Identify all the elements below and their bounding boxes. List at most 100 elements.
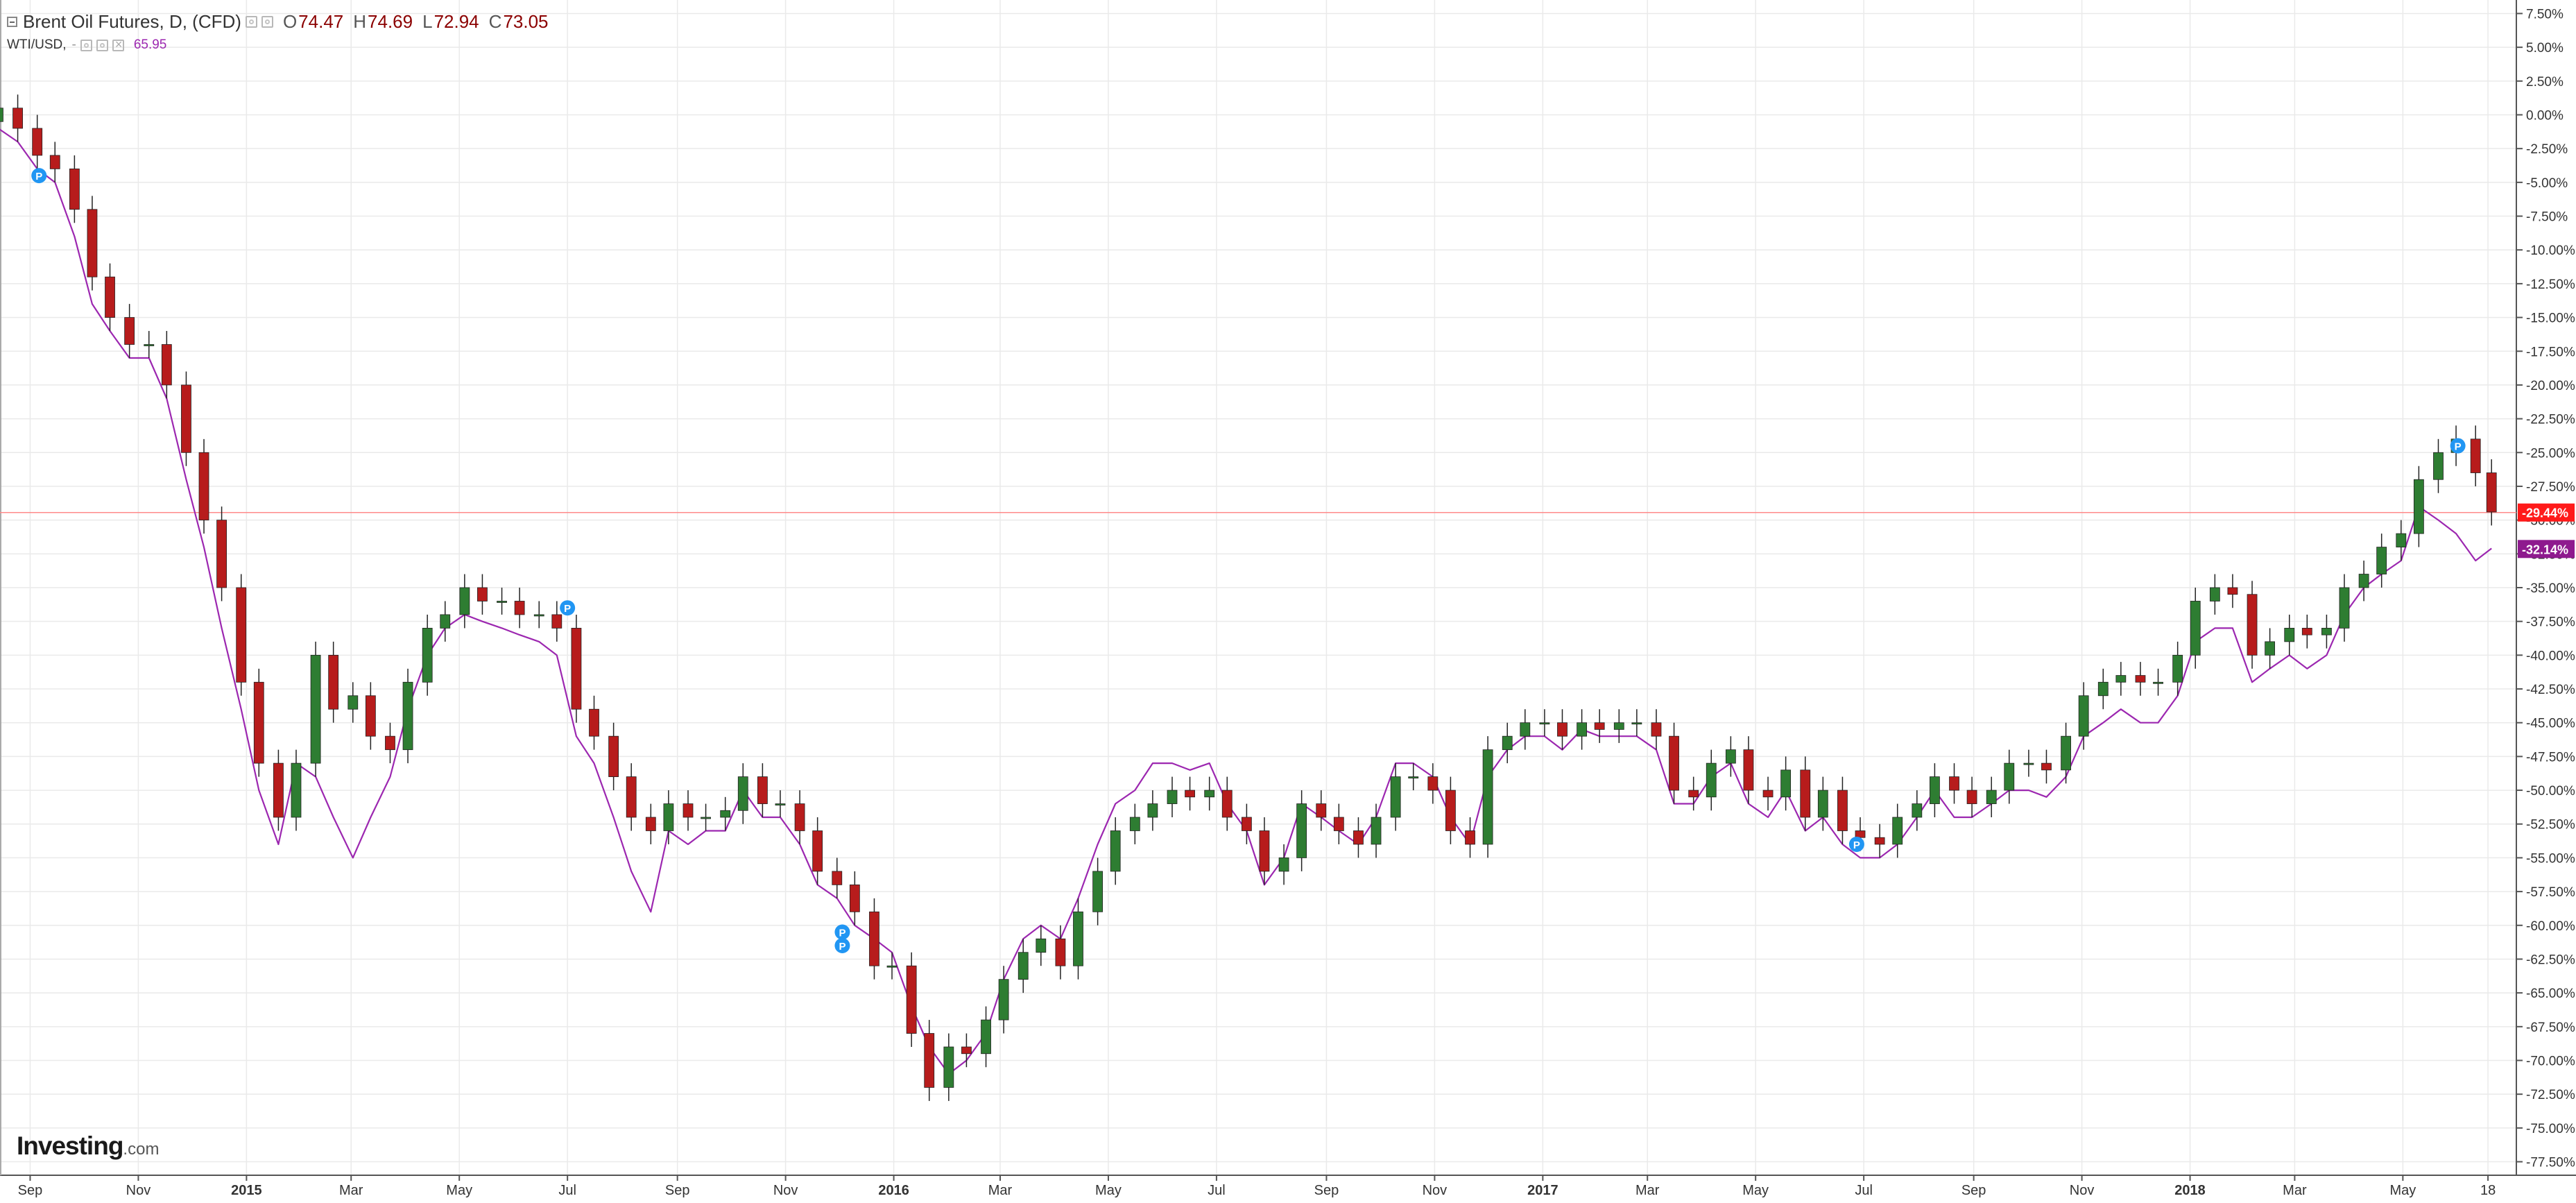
y-tick-label: -45.00% xyxy=(2526,717,2575,731)
candle-down xyxy=(477,587,488,602)
candle-down xyxy=(161,344,172,386)
candle-up xyxy=(2115,675,2127,683)
candle-down xyxy=(589,708,599,737)
y-tick-label: -37.50% xyxy=(2526,615,2575,630)
y-tick-label: -47.50% xyxy=(2526,750,2575,765)
brent-last-badge-label: -29.44% xyxy=(2522,506,2568,520)
p-marker-label: P xyxy=(564,603,571,615)
candle-down xyxy=(273,762,284,818)
candle-up xyxy=(737,776,748,811)
candle-down xyxy=(1427,776,1439,791)
x-tick-label: Sep xyxy=(18,1183,43,1198)
candle-up xyxy=(422,628,433,683)
x-tick-label: Nov xyxy=(1423,1183,1448,1198)
candle-down xyxy=(608,735,619,777)
candle-down xyxy=(2247,594,2258,656)
candle-up xyxy=(998,979,1009,1021)
y-tick-label: 2.50% xyxy=(2526,75,2564,89)
symbol-title: Brent Oil Futures, D, (CFD) xyxy=(23,10,241,32)
y-tick-label: -60.00% xyxy=(2526,919,2575,934)
p-marker-label: P xyxy=(2455,441,2462,453)
settings-icon[interactable] xyxy=(245,15,257,28)
chart-legend: Brent Oil Futures, D, (CFD) O 74.47 H 74.6… xyxy=(7,10,549,56)
y-tick-label: -20.00% xyxy=(2526,379,2575,393)
candle-down xyxy=(1688,790,1699,798)
p-marker-icon xyxy=(834,937,850,953)
candle-down xyxy=(794,803,805,831)
x-tick-label: Mar xyxy=(1635,1183,1660,1198)
candle-down xyxy=(961,1046,972,1055)
p-marker-label: P xyxy=(839,941,845,953)
candle-up xyxy=(775,803,786,805)
candle-up xyxy=(1577,722,1588,737)
candle-up xyxy=(2190,601,2201,656)
y-tick-label: -25.00% xyxy=(2526,446,2575,461)
close-icon[interactable] xyxy=(112,37,124,52)
candle-down xyxy=(385,735,395,751)
p-marker-icon xyxy=(31,168,47,184)
candle-up xyxy=(533,614,544,617)
candle-down xyxy=(1221,790,1233,818)
x-tick-label: Mar xyxy=(988,1183,1013,1198)
settings-icon[interactable] xyxy=(80,39,92,51)
main-series-header: Brent Oil Futures, D, (CFD) O 74.47 H 74.6… xyxy=(7,10,549,33)
candle-up xyxy=(1706,762,1717,798)
candle-up xyxy=(2097,681,2109,697)
close-label: C xyxy=(488,10,502,32)
candle-up xyxy=(1408,776,1419,778)
x-tick-label: Nov xyxy=(773,1183,798,1198)
candle-down xyxy=(69,168,80,210)
candle-up xyxy=(701,817,711,819)
candle-up xyxy=(144,344,155,346)
candle-down xyxy=(12,108,23,129)
x-tick-label: May xyxy=(446,1183,472,1198)
y-tick-label: -52.50% xyxy=(2526,818,2575,833)
candle-down xyxy=(2041,762,2052,771)
y-tick-label: -65.00% xyxy=(2526,987,2575,1001)
candle-up xyxy=(2172,654,2183,683)
wti-last-badge-label: -32.14% xyxy=(2522,543,2568,556)
visibility-icon[interactable] xyxy=(261,15,273,28)
y-tick-label: 0.00% xyxy=(2526,109,2564,123)
y-tick-label: -12.50% xyxy=(2526,278,2575,292)
candle-down xyxy=(1855,830,1866,838)
candle-down xyxy=(1445,790,1456,831)
candle-up xyxy=(1204,790,1215,798)
candle-up xyxy=(1780,769,1792,798)
candle-up xyxy=(1167,790,1178,804)
candle-down xyxy=(1949,776,1959,791)
y-tick-label: -22.50% xyxy=(2526,413,2575,427)
candle-down xyxy=(1762,790,1774,798)
candle-up xyxy=(2413,479,2424,534)
x-tick-label: Jul xyxy=(558,1183,576,1198)
p-marker-icon xyxy=(1848,836,1864,852)
collapse-icon[interactable] xyxy=(7,16,17,27)
candle-down xyxy=(124,317,135,345)
logo-main-text: Investing xyxy=(17,1132,123,1160)
candle-up xyxy=(2339,587,2350,629)
y-tick-label: -42.50% xyxy=(2526,683,2575,697)
candle-down xyxy=(1241,817,1252,831)
candle-down xyxy=(924,1033,935,1088)
y-tick-label: 5.00% xyxy=(2526,41,2564,56)
y-tick-label: -57.50% xyxy=(2526,885,2575,900)
candle-down xyxy=(2470,438,2481,473)
candle-up xyxy=(1147,803,1158,818)
visibility-icon[interactable] xyxy=(96,39,108,51)
candle-up xyxy=(1390,776,1401,818)
candle-down xyxy=(32,128,43,156)
y-tick-label: -7.50% xyxy=(2526,210,2568,225)
y-tick-label: -75.00% xyxy=(2526,1122,2575,1136)
x-tick-label: Sep xyxy=(1314,1183,1339,1198)
x-tick-label: Jul xyxy=(1855,1183,1873,1198)
candle-up xyxy=(2376,547,2387,574)
candle-down xyxy=(645,817,656,831)
candle-down xyxy=(2135,675,2146,683)
candle-down xyxy=(571,628,582,710)
candle-up xyxy=(1912,803,1923,818)
candle-up xyxy=(310,654,321,764)
candle-up xyxy=(943,1046,954,1088)
candle-up xyxy=(2153,681,2163,684)
